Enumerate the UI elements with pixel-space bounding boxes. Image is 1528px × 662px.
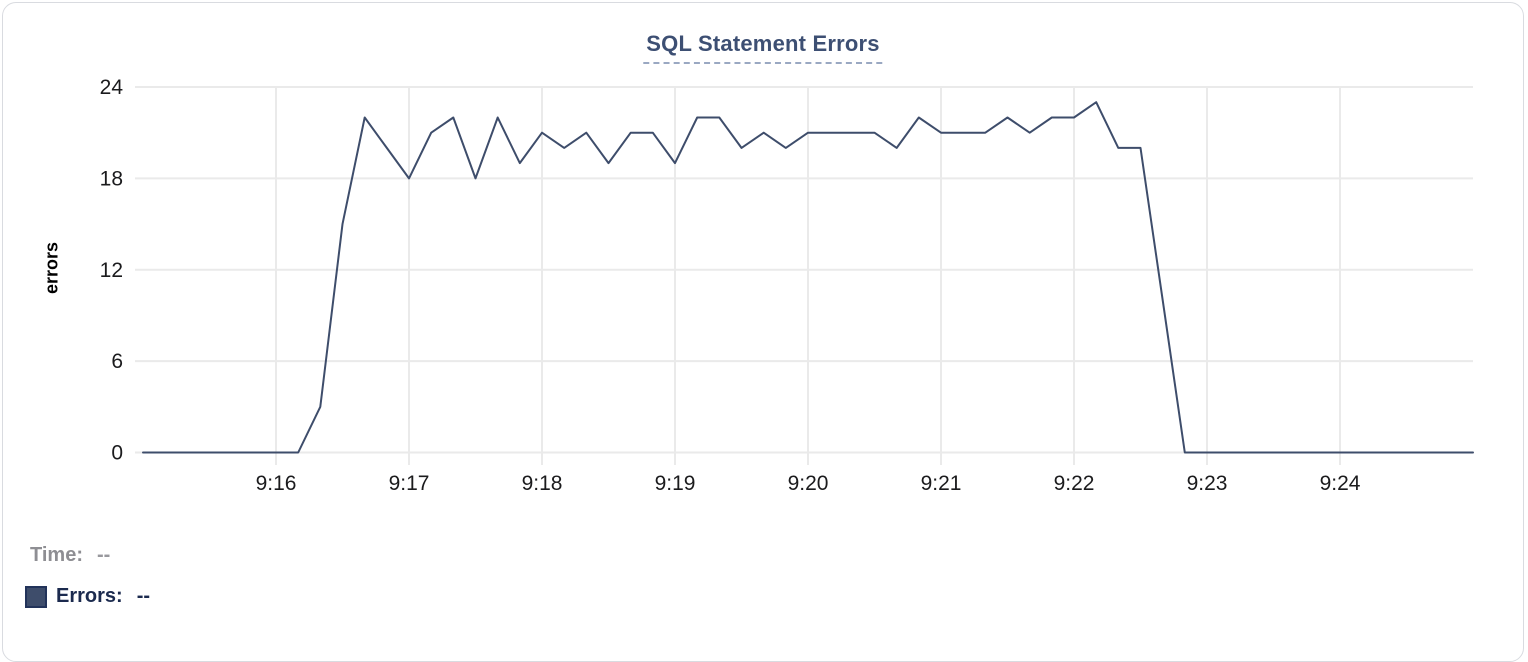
x-tick-label: 9:16 — [256, 472, 297, 495]
tooltip-errors-value: -- — [136, 585, 151, 607]
tooltip-errors-label: Errors: — [56, 585, 123, 607]
x-tick-label: 9:19 — [655, 472, 696, 495]
y-tick-label: 18 — [100, 167, 123, 190]
errors-series-swatch-icon — [25, 585, 47, 608]
tooltip-errors-row: Errors: -- — [25, 585, 150, 608]
x-tick-label: 9:23 — [1187, 472, 1228, 495]
y-tick-label: 24 — [100, 76, 124, 99]
series-line-errors — [142, 101, 1474, 454]
y-tick-label: 0 — [111, 442, 123, 465]
tooltip-time-value: -- — [96, 544, 111, 566]
chart-title[interactable]: SQL Statement Errors — [643, 31, 883, 64]
x-tick-label: 9:18 — [522, 472, 563, 495]
tooltip-time-row: Time: -- — [30, 544, 110, 567]
tooltip-time-label: Time: — [30, 544, 83, 566]
x-tick-label: 9:22 — [1054, 472, 1095, 495]
x-tick-label: 9:20 — [788, 472, 829, 495]
y-tick-label: 6 — [111, 350, 123, 373]
y-tick-label: 12 — [100, 259, 123, 282]
x-tick-label: 9:24 — [1320, 472, 1361, 495]
x-tick-label: 9:17 — [389, 472, 430, 495]
sql-errors-line-chart[interactable]: 0 6 12 18 24 9:16 9:17 9:18 9:19 9:20 9:21 9:22 9:23… — [3, 3, 1528, 508]
x-tick-label: 9:21 — [921, 472, 962, 495]
